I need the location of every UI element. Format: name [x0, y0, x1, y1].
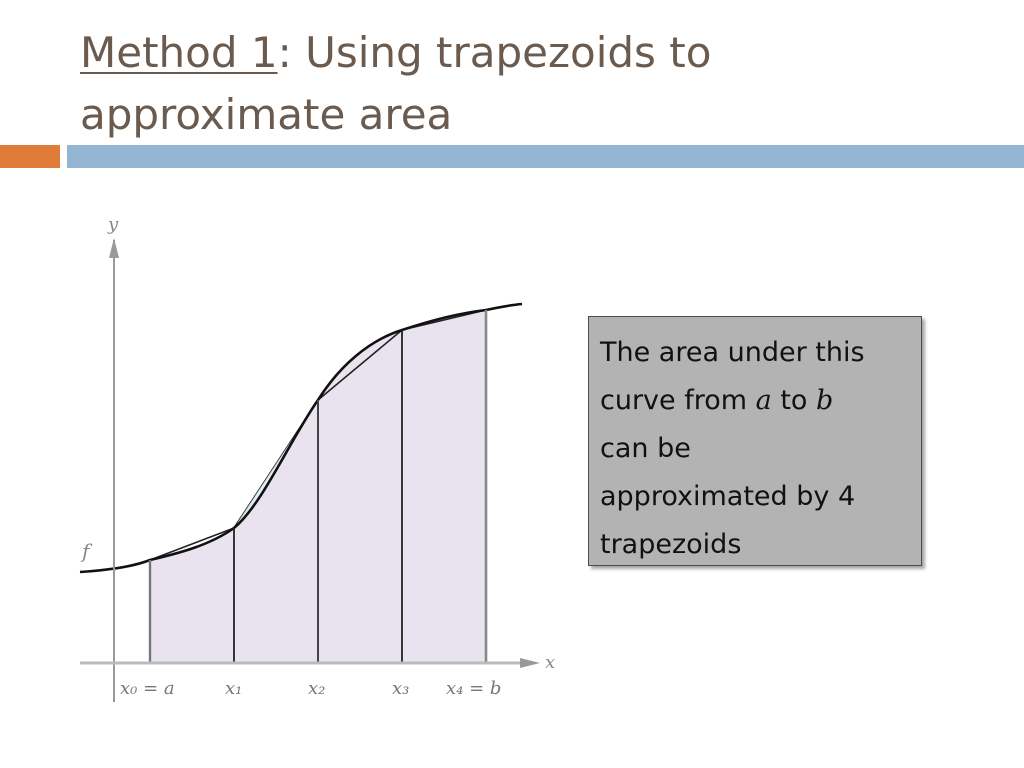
accent-bar-blue [67, 145, 1024, 168]
x-axis-arrow [520, 658, 540, 668]
tick-label-x4: x₄ = b [446, 678, 501, 699]
callout-text: curve from [600, 385, 756, 416]
y-axis-arrow [109, 238, 119, 258]
tick-label-x3: x₃ [392, 678, 409, 699]
trapezoid-diagram: y x f x₀ = a x₁ x₂ x₃ x₄ = b [79, 214, 555, 702]
f-label: f [80, 539, 93, 563]
callout-text: to [771, 385, 817, 416]
math-a: a [755, 385, 772, 416]
accent-bar-orange [0, 145, 60, 168]
math-b: b [816, 385, 834, 416]
callout-line-3: can be [600, 433, 691, 464]
tick-label-x2: x₂ [308, 678, 325, 699]
title-rest: : Using trapezoids to approximate area [80, 28, 712, 139]
callout-line-1: The area under this [600, 337, 865, 368]
title-link[interactable]: Method 1 [80, 28, 278, 77]
tick-label-x0: x₀ = a [120, 678, 175, 699]
y-axis-label: y [107, 214, 119, 235]
callout-line-2: curve from a to b [600, 377, 911, 425]
callout-line-5: trapezoids [600, 529, 742, 560]
tick-label-x1: x₁ [225, 678, 242, 699]
x-axis-label: x [545, 652, 555, 673]
callout-line-4: approximated by 4 [600, 481, 856, 512]
slide-title: Method 1: Using trapezoids to approximat… [80, 22, 980, 146]
callout-box: The area under this curve from a to b ca… [588, 316, 922, 566]
curve-f [79, 302, 523, 574]
